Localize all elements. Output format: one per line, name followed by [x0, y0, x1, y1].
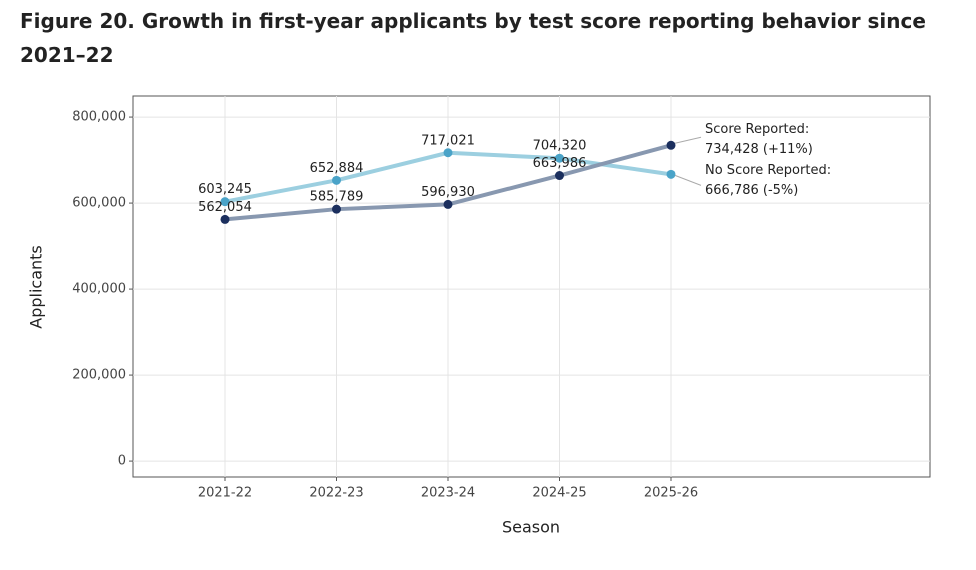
series-point — [443, 199, 453, 209]
series-point — [555, 171, 564, 181]
data-label: 663,986 — [533, 156, 587, 171]
series-point — [666, 140, 676, 150]
x-axis-title: Season — [502, 518, 560, 537]
x-tick-label: 2022-23 — [309, 486, 363, 501]
annotation-leader — [674, 174, 702, 186]
x-tick-label: 2023-24 — [421, 486, 475, 501]
x-tick-label: 2025-26 — [644, 486, 698, 501]
y-tick-label: 600,000 — [72, 196, 126, 211]
series-point — [555, 153, 564, 163]
annotation-leader — [674, 136, 702, 144]
annotation: 666,786 (-5%) — [705, 183, 798, 198]
data-label: 717,021 — [421, 133, 475, 148]
data-label: 603,245 — [198, 182, 252, 197]
annotation: Score Reported: — [705, 122, 809, 137]
title-line: Figure 20. Growth in first-year applican… — [20, 9, 926, 33]
y-tick-label: 400,000 — [72, 282, 126, 297]
chart-title: Figure 20. Growth in first-year applican… — [20, 9, 926, 67]
y-axis-title: Applicants — [27, 245, 46, 329]
x-tick-label: 2024-25 — [532, 486, 586, 501]
series-point — [220, 197, 230, 207]
annotation: 734,428 (+11%) — [705, 142, 813, 157]
title-line: 2021–22 — [20, 43, 114, 67]
data-label: 596,930 — [421, 185, 475, 200]
series-point — [332, 175, 341, 185]
y-tick-label: 200,000 — [72, 368, 126, 383]
y-tick-label: 0 — [118, 454, 126, 469]
y-tick-label: 800,000 — [72, 110, 126, 125]
series-point — [220, 214, 230, 224]
series-point — [666, 169, 676, 179]
series-point — [443, 148, 453, 158]
series-point — [332, 204, 341, 214]
plot-area — [132, 95, 931, 478]
data-label: 562,054 — [198, 200, 252, 215]
data-label: 585,789 — [310, 190, 364, 205]
x-tick-label: 2021-22 — [198, 486, 252, 501]
data-label: 652,884 — [310, 161, 364, 176]
data-label: 704,320 — [533, 139, 587, 154]
annotation: No Score Reported: — [705, 163, 831, 178]
